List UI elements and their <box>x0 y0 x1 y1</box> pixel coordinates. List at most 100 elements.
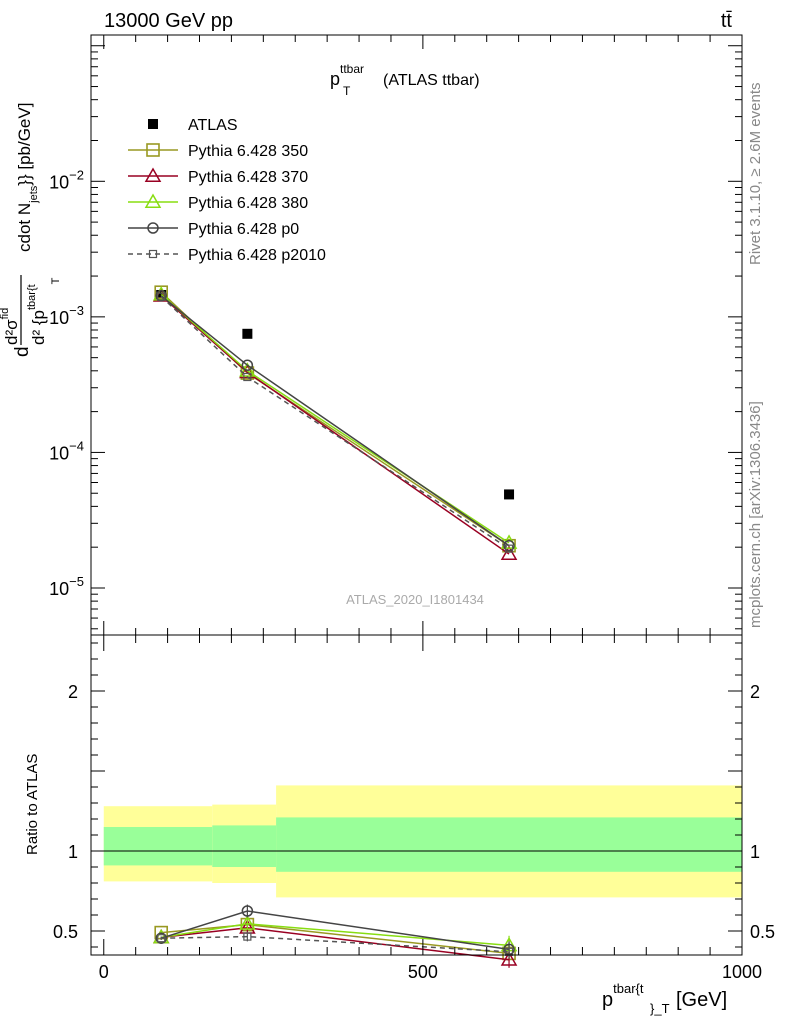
ratio-line <box>161 935 510 953</box>
legend-item: Pythia 6.428 p0 <box>128 221 299 238</box>
legend-marker <box>147 222 159 234</box>
main-y-tick-exp: −2 <box>69 167 84 182</box>
mcplots-label: mcplots.cern.ch [arXiv:1306.3436] <box>747 401 764 628</box>
main-y-tick-base: 10 <box>49 579 69 599</box>
series-line <box>160 294 510 544</box>
ratio-line <box>160 910 510 951</box>
legend-marker <box>148 249 158 259</box>
x-tick-label: 0 <box>99 962 109 982</box>
ylabel-num-sup: fid <box>0 308 11 320</box>
ratio-x-axis: 0 500 1000 <box>99 635 762 982</box>
main-y-tick-base: 10 <box>49 308 69 328</box>
data-point <box>500 545 518 561</box>
legend-label: Pythia 6.428 350 <box>188 143 308 160</box>
main-y-tick-label: 10−2 <box>49 167 84 192</box>
ratio-y-tick-label: 1 <box>68 842 78 862</box>
title-sub: T <box>343 84 351 98</box>
uncertainty-band-inner <box>103 827 213 866</box>
legend-marker <box>144 193 162 208</box>
xlabel-p: p <box>602 989 613 1011</box>
ratio-plot-area <box>152 904 518 968</box>
energy-label: 13000 GeV pp <box>104 10 233 32</box>
x-tick-label: 1000 <box>722 962 762 982</box>
x-axis-label: ptbar{t }_T [GeV] <box>602 981 727 1016</box>
legend-item: Pythia 6.428 370 <box>128 167 308 186</box>
main-y-tick-base: 10 <box>49 443 69 463</box>
legend-marker <box>148 119 158 129</box>
x-tick-label: 500 <box>408 962 438 982</box>
ylabel-den-sub: T <box>50 277 62 284</box>
rivet-label: Rivet 3.1.10, ≥ 2.6M events <box>747 83 764 266</box>
main-x-axis <box>103 35 743 635</box>
ylabel-den: d² {p <box>29 310 48 345</box>
main-y-tick-exp: −4 <box>69 438 84 453</box>
data-point <box>241 359 254 371</box>
uncertainty-band-inner <box>276 817 742 872</box>
ratio-series-pythia-6-428-p2010 <box>157 931 514 959</box>
main-plot-area <box>152 285 518 561</box>
svg-text:d²σfid: d²σfid <box>0 308 21 345</box>
series-pythia-6-428-p2010 <box>157 292 514 553</box>
xlabel-sup: tbar{t <box>613 981 644 996</box>
series-line <box>160 296 510 550</box>
main-y-tick-exp: −3 <box>69 303 84 318</box>
ratio-y-tick-label-right: 2 <box>750 682 760 702</box>
ratio-y-tick-label: 2 <box>68 682 78 702</box>
ratio-y-tick-label-right: 0.5 <box>750 922 775 942</box>
ylabel-d: d <box>12 346 33 357</box>
ratio-frame <box>90 634 743 956</box>
data-point <box>155 290 167 302</box>
legend: ATLAS Pythia 6.428 350 Pythia 6.428 370 Pyt… <box>128 117 326 264</box>
ratio-bands <box>91 785 742 898</box>
legend-item: Pythia 6.428 350 <box>128 143 308 160</box>
analysis-id: ATLAS_2020_I1801434 <box>346 592 484 607</box>
ratio-point <box>243 932 252 941</box>
svg-text:d² {ptbar{tT: d² {ptbar{t T <box>26 277 62 345</box>
ratio-y-label: Ratio to ATLAS <box>24 754 41 855</box>
process-label: tt̄ <box>721 10 733 32</box>
legend-label: Pythia 6.428 380 <box>188 195 308 212</box>
data-point <box>157 292 166 301</box>
main-y-tick-exp: −5 <box>69 574 84 589</box>
data-point <box>504 489 515 500</box>
main-y-axis: 10−510−410−310−2 <box>49 45 742 630</box>
title-sup: ttbar <box>340 62 364 76</box>
ylabel-tail-sub: jets <box>28 185 40 204</box>
ratio-y-tick-label-right: 1 <box>750 842 760 862</box>
data-point <box>243 372 252 382</box>
data-point <box>504 544 514 553</box>
svg-text:cdot Njets}} [pb/GeV]: cdot Njets}} [pb/GeV] <box>15 103 40 252</box>
series-pythia-6-428-370 <box>152 287 518 561</box>
series-line <box>160 291 510 547</box>
ratio-point <box>157 934 166 943</box>
ratio-point <box>239 915 256 930</box>
main-y-tick-label: 10−3 <box>49 303 84 328</box>
series-line <box>160 295 510 555</box>
series-atlas <box>156 289 515 500</box>
ratio-point <box>241 905 254 917</box>
legend-label: Pythia 6.428 370 <box>188 169 308 186</box>
main-y-label: d d²σfid d² {ptbar{t T cdot Njets}} [pb/G… <box>0 103 62 357</box>
svg-text:d: d <box>12 346 33 357</box>
xlabel-sub: }_T <box>650 1001 670 1016</box>
title-rest: (ATLAS ttbar) <box>383 72 480 89</box>
legend-label: Pythia 6.428 p2010 <box>188 247 326 264</box>
main-y-tick-base: 10 <box>49 172 69 192</box>
title-p: p <box>330 69 340 89</box>
main-panel: 10−510−410−310−2 pttbar T(ATLAS ttbar) d … <box>0 34 743 636</box>
ratio-y-axis: 0.5 0.5 1 1 2 2 <box>53 642 775 948</box>
xlabel-unit: [GeV] <box>676 989 727 1011</box>
series-line <box>160 295 510 547</box>
ylabel-den-sup: tbar{t <box>26 284 38 310</box>
series-pythia-6-428-p0 <box>155 290 515 552</box>
ylabel-tail-a: cdot N <box>15 203 34 252</box>
ratio-y-tick-label: 0.5 <box>53 922 78 942</box>
series-pythia-6-428-380 <box>152 286 518 549</box>
ratio-panel: 0.5 0.5 1 1 2 2 0 500 1000 Ratio to ATLAS ptbar… <box>24 634 775 1016</box>
legend-label: ATLAS <box>188 117 238 134</box>
legend-marker <box>144 167 162 182</box>
ylabel-tail-b: }} [pb/GeV] <box>15 103 34 186</box>
legend-label: Pythia 6.428 p0 <box>188 221 299 238</box>
main-y-tick-label: 10−5 <box>49 574 84 599</box>
